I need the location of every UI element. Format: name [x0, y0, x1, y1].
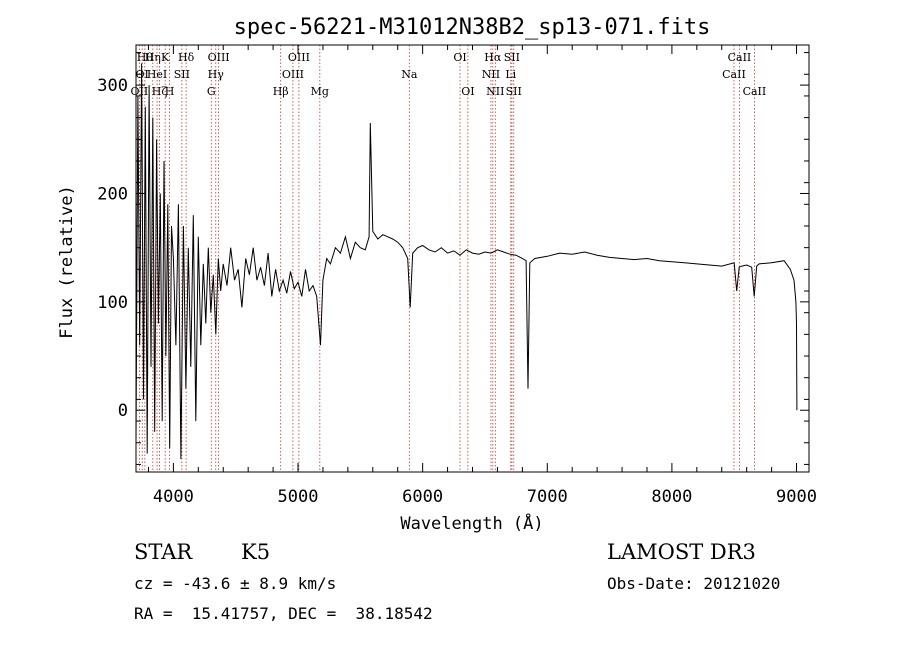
y-tick-label: 100	[97, 293, 128, 313]
spectral-line-label: CaII	[728, 51, 752, 64]
obs-date: Obs-Date: 20121020	[607, 574, 781, 593]
spectral-line-label: Mg	[311, 85, 329, 98]
spectral-line-label: Hζ	[152, 85, 168, 98]
spectral-line-label: NII	[482, 68, 500, 81]
plot-frame	[135, 44, 810, 473]
x-tick-label: 7000	[527, 487, 568, 507]
object-subclass: K5	[241, 540, 271, 564]
x-tick-label: 5000	[278, 487, 319, 507]
spectral-line-label: OIII	[288, 51, 310, 64]
x-tick-label: 9000	[776, 487, 817, 507]
spectral-line-label: SII	[174, 68, 190, 81]
redshift-readout: cz = -43.6 ± 8.9 km/s	[134, 574, 337, 593]
spectral-line-label: SII	[504, 51, 520, 64]
spectral-line-label: CaII	[743, 85, 767, 98]
survey-name: LAMOST DR3	[607, 540, 756, 564]
spectral-line-label: OI	[136, 68, 149, 81]
spectral-line-label: Hα	[484, 51, 502, 64]
chart-title: spec-56221-M31012N38B2_sp13-071.fits	[234, 15, 711, 40]
object-class: STAR	[134, 540, 193, 564]
y-tick-label: 200	[97, 184, 128, 204]
x-axis-ticks: 4000 5000 6000 7000 8000 9000	[147, 45, 817, 507]
spectral-line-label: H	[165, 85, 175, 98]
spectral-line-label: Hδ	[178, 51, 195, 64]
spectral-line-label: SII	[506, 85, 522, 98]
y-tick-label: 300	[97, 76, 128, 96]
x-tick-label: 6000	[402, 487, 443, 507]
spectral-line-label: Li	[505, 68, 516, 81]
y-tick-label: 0	[118, 401, 128, 421]
coordinates: RA = 15.41757, DEC = 38.18542	[134, 604, 433, 623]
spectral-line-label: OII	[131, 85, 149, 98]
spectral-line-label: G	[207, 85, 216, 98]
spectral-line-label: Hβ	[273, 85, 289, 98]
x-axis-label: Wavelength (Å)	[400, 512, 543, 534]
spectral-line-label: OI	[453, 51, 466, 64]
spectral-line-label: OIII	[282, 68, 304, 81]
spectral-line-label: OIII	[208, 51, 230, 64]
spectral-line-label: Na	[401, 68, 418, 81]
spectral-line-label: OI	[461, 85, 474, 98]
y-axis-ticks: 0 100 200 300	[97, 52, 809, 465]
spectral-line-label: NII	[486, 85, 504, 98]
spectral-line-label: K	[161, 51, 170, 64]
spectrum-line	[135, 63, 798, 460]
spectral-line-label: Hγ	[208, 68, 225, 81]
x-tick-label: 8000	[651, 487, 692, 507]
spectral-line-markers	[138, 45, 755, 472]
spectral-line-label: CaII	[722, 68, 746, 81]
spectral-line-label: HeI	[147, 68, 167, 81]
spectral-line-label: Hθ	[137, 51, 154, 64]
spectrum-chart: spec-56221-M31012N38B2_sp13-071.fits OII…	[57, 15, 817, 534]
spectral-line-label: Hη	[145, 51, 161, 64]
x-tick-label: 4000	[153, 487, 194, 507]
y-axis-label: Flux (relative)	[57, 185, 77, 339]
